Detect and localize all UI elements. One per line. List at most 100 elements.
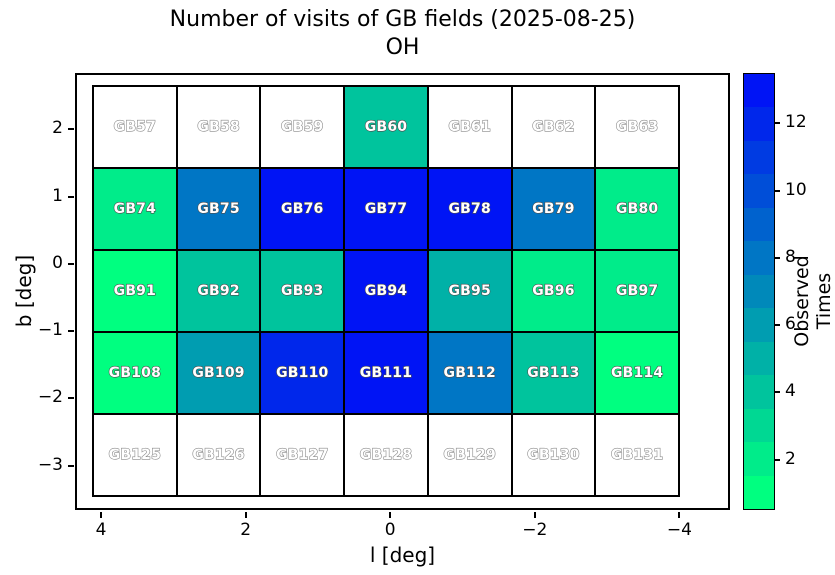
colorbar-tick-label-10: 10 (785, 179, 807, 200)
colorbar-segment-6 (744, 308, 774, 342)
colorbar-tick-label-8: 8 (785, 246, 796, 267)
field-cell-gb128: GB128 (344, 414, 428, 496)
field-label-gb130: GB130 (527, 446, 580, 463)
y-tick-mark-0 (68, 262, 74, 265)
field-label-gb63: GB63 (615, 118, 659, 135)
field-cell-gb127: GB127 (260, 414, 345, 496)
colorbar-label: Observed Times (791, 255, 835, 347)
field-cell-gb129: GB129 (427, 414, 512, 496)
field-cell-gb114: GB114 (595, 332, 679, 414)
y-tick-label--2: −2 (37, 387, 63, 408)
x-tick-label-2: 2 (240, 520, 252, 540)
field-label-gb96: GB96 (532, 282, 575, 299)
field-label-gb129: GB129 (443, 446, 496, 463)
y-tick-mark--3 (68, 464, 74, 467)
colorbar-tick-mark-4 (775, 391, 780, 394)
field-label-gb59: GB59 (280, 118, 324, 135)
field-cell-gb77: GB77 (344, 168, 428, 250)
x-tick-mark--4 (678, 512, 681, 518)
chart-title: Number of visits of GB fields (2025-08-2… (75, 6, 730, 61)
field-cell-gb95: GB95 (427, 250, 512, 332)
colorbar-segment-8 (744, 241, 774, 275)
chart-title-line1: Number of visits of GB fields (2025-08-2… (169, 7, 636, 32)
field-cell-gb113: GB113 (511, 332, 596, 414)
field-cell-gb111: GB111 (344, 332, 428, 414)
field-cell-gb62: GB62 (511, 86, 596, 168)
field-label-gb77: GB77 (364, 200, 408, 217)
field-cell-gb96: GB96 (511, 250, 596, 332)
field-label-gb125: GB125 (108, 446, 162, 463)
y-tick-label-1: 1 (52, 185, 63, 206)
y-tick-mark-1 (68, 195, 74, 198)
field-label-gb113: GB113 (527, 364, 580, 381)
field-label-gb60: GB60 (364, 118, 408, 135)
field-label-gb131: GB131 (610, 446, 664, 463)
field-cell-gb97: GB97 (595, 250, 679, 332)
colorbar-segment-4 (744, 375, 774, 409)
field-cell-gb74: GB74 (93, 168, 177, 250)
field-cell-gb94: GB94 (344, 250, 428, 332)
field-cell-gb108: GB108 (93, 332, 177, 414)
field-label-gb91: GB91 (113, 282, 157, 299)
field-cell-gb60: GB60 (344, 86, 428, 168)
colorbar (743, 73, 775, 510)
field-cell-gb58: GB58 (176, 86, 261, 168)
field-label-gb128: GB128 (359, 446, 413, 463)
field-cell-gb63: GB63 (595, 86, 679, 168)
field-cell-gb125: GB125 (93, 414, 177, 496)
field-label-gb80: GB80 (615, 200, 659, 217)
field-label-gb126: GB126 (192, 446, 245, 463)
field-cell-gb80: GB80 (595, 168, 679, 250)
field-label-gb79: GB79 (532, 200, 575, 217)
colorbar-segment-7 (744, 274, 774, 309)
x-tick-mark-0 (389, 512, 392, 518)
field-label-gb74: GB74 (113, 200, 157, 217)
field-cell-gb112: GB112 (427, 332, 512, 414)
colorbar-segment-13 (744, 74, 774, 108)
colorbar-tick-mark-8 (775, 256, 780, 259)
colorbar-tick-label-12: 12 (785, 112, 807, 133)
field-cell-gb93: GB93 (260, 250, 345, 332)
colorbar-segment-9 (744, 207, 774, 242)
field-label-gb93: GB93 (280, 282, 324, 299)
colorbar-tick-label-4: 4 (785, 381, 796, 402)
x-tick-label-4: 4 (95, 520, 107, 540)
field-label-gb127: GB127 (275, 446, 329, 463)
colorbar-segment-11 (744, 140, 774, 175)
y-tick-label-0: 0 (52, 252, 63, 273)
field-cell-gb110: GB110 (260, 332, 345, 414)
field-label-gb114: GB114 (610, 364, 664, 381)
field-label-gb111: GB111 (359, 364, 413, 381)
field-label-gb109: GB109 (192, 364, 245, 381)
x-tick-label--2: −2 (522, 520, 548, 540)
field-cell-gb61: GB61 (427, 86, 512, 168)
field-cell-gb126: GB126 (176, 414, 261, 496)
y-tick-mark-2 (68, 128, 74, 131)
field-cell-gb131: GB131 (595, 414, 679, 496)
x-tick-mark-2 (244, 512, 247, 518)
x-tick-label--4: −4 (666, 520, 692, 540)
x-tick-mark--2 (533, 512, 536, 518)
field-cell-gb130: GB130 (511, 414, 596, 496)
colorbar-tick-mark-6 (775, 324, 780, 327)
x-tick-mark-4 (100, 512, 103, 518)
field-cell-gb59: GB59 (260, 86, 345, 168)
field-cell-gb91: GB91 (93, 250, 177, 332)
field-cell-gb75: GB75 (176, 168, 261, 250)
colorbar-segment-1 (744, 475, 774, 510)
field-cell-gb92: GB92 (176, 250, 261, 332)
y-tick-label-2: 2 (52, 118, 63, 139)
field-label-gb78: GB78 (448, 200, 491, 217)
field-label-gb76: GB76 (280, 200, 324, 217)
field-label-gb62: GB62 (532, 118, 575, 135)
field-label-gb108: GB108 (108, 364, 162, 381)
field-label-gb57: GB57 (113, 118, 157, 135)
y-tick-label--1: −1 (37, 320, 63, 341)
y-tick-mark--2 (68, 397, 74, 400)
colorbar-tick-label-2: 2 (785, 448, 796, 469)
colorbar-tick-mark-2 (775, 458, 780, 461)
colorbar-segment-2 (744, 442, 774, 476)
field-label-gb110: GB110 (275, 364, 329, 381)
field-label-gb97: GB97 (615, 282, 659, 299)
y-tick-mark--1 (68, 330, 74, 333)
